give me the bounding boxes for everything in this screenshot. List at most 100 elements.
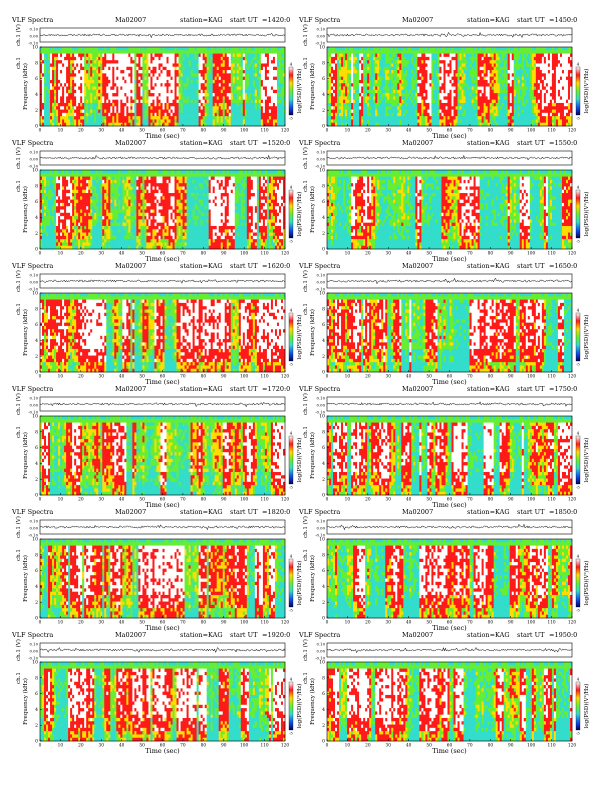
spectrogram-cell bbox=[385, 76, 388, 81]
spectrogram-cell bbox=[138, 76, 141, 81]
spectrogram-cell bbox=[244, 86, 248, 91]
spectrogram-cell bbox=[413, 122, 416, 127]
spectrogram-cell bbox=[80, 70, 83, 74]
spectrogram-cell bbox=[180, 79, 183, 84]
spectrogram-cell bbox=[270, 99, 274, 104]
spectrogram-cell bbox=[224, 89, 228, 94]
spectrogram-cell bbox=[134, 73, 137, 77]
spectrogram-cell bbox=[260, 53, 264, 58]
spectrogram-cell bbox=[172, 76, 175, 81]
spectrogram-cell bbox=[98, 66, 101, 71]
spectrogram-cell bbox=[60, 73, 63, 77]
spectrogram-cell bbox=[86, 73, 89, 77]
spectrogram-cell bbox=[455, 53, 458, 58]
spectrogram-cell bbox=[138, 70, 141, 74]
spectrogram-cell bbox=[439, 99, 442, 104]
spectrogram-cell bbox=[381, 73, 384, 77]
spectrogram-cell bbox=[238, 106, 242, 110]
spectrogram-cell bbox=[381, 89, 384, 94]
spectrogram-cell bbox=[379, 47, 382, 51]
spectrogram-cell bbox=[108, 112, 111, 117]
spectrogram-cell bbox=[152, 109, 155, 114]
spectrogram-cell bbox=[46, 47, 49, 51]
spectrogram-cell bbox=[52, 66, 55, 71]
spectrogram-cell bbox=[242, 66, 246, 71]
spectrogram-cell bbox=[449, 70, 452, 74]
spectrogram-cell bbox=[196, 63, 199, 68]
spectrogram-cell bbox=[361, 99, 364, 104]
spectrogram-cell bbox=[473, 60, 476, 64]
spectrogram-cell bbox=[353, 119, 356, 124]
spectrogram-cell bbox=[481, 122, 484, 127]
spectrogram-cell bbox=[409, 102, 412, 107]
spectrogram-cell bbox=[98, 76, 101, 81]
spectrogram-cell bbox=[351, 70, 354, 74]
spectrogram-cell bbox=[198, 73, 201, 77]
spectrogram-cell bbox=[86, 83, 89, 87]
spectrogram-cell bbox=[158, 60, 161, 64]
spectrogram-cell bbox=[50, 89, 53, 94]
spectrogram-cell bbox=[232, 93, 236, 97]
spectrogram-cell bbox=[262, 47, 266, 51]
spectrogram-cell bbox=[84, 106, 87, 110]
spectrogram-cell bbox=[264, 122, 268, 127]
spectrogram-cell bbox=[367, 76, 370, 81]
spectrogram-cell bbox=[122, 56, 125, 61]
spectrogram-cell bbox=[180, 50, 183, 54]
spectrogram-cell bbox=[40, 47, 43, 51]
spectrogram-cell bbox=[331, 79, 334, 84]
spectrogram-cell bbox=[459, 96, 462, 100]
spectrogram-cell bbox=[457, 102, 460, 107]
spectrogram-cell bbox=[66, 73, 69, 77]
spectrogram-cell bbox=[108, 73, 111, 77]
spectrogram-cell bbox=[108, 70, 111, 74]
spectrogram-cell bbox=[248, 73, 252, 77]
spectrogram-cell bbox=[471, 83, 474, 87]
spectrogram-cell bbox=[218, 112, 222, 117]
spectrogram-cell bbox=[40, 93, 43, 97]
spectrogram-cell bbox=[387, 96, 390, 100]
spectrogram-cell bbox=[419, 70, 422, 74]
spectrogram-cell bbox=[467, 122, 470, 127]
spectrogram-cell bbox=[327, 119, 330, 124]
spectrogram-cell bbox=[381, 79, 384, 84]
spectrogram-cell bbox=[194, 56, 197, 61]
spectrogram-cell bbox=[128, 73, 131, 77]
spectrogram-cell bbox=[349, 63, 352, 68]
spectrogram-cell bbox=[94, 50, 97, 54]
spectrogram-cell bbox=[369, 76, 372, 81]
spectrogram-cell bbox=[327, 109, 330, 114]
spectrogram-cell bbox=[76, 93, 79, 97]
spectrogram-cell bbox=[196, 76, 199, 81]
spectrogram-cell bbox=[160, 79, 163, 84]
spectrogram-cell bbox=[64, 76, 67, 81]
spectrogram-cell bbox=[72, 50, 75, 54]
spectrogram-cell bbox=[124, 70, 127, 74]
spectrogram-cell bbox=[188, 56, 191, 61]
spectrogram-cell bbox=[425, 79, 428, 84]
spectrogram-cell bbox=[471, 122, 474, 127]
spectrogram-cell bbox=[373, 76, 376, 81]
spectrogram-cell bbox=[220, 96, 224, 100]
spectrogram-cell bbox=[449, 56, 452, 61]
spectrogram-cell bbox=[477, 73, 480, 77]
spectrogram-cell bbox=[230, 76, 234, 81]
spectrogram-cell bbox=[467, 89, 470, 94]
spectrogram-cell bbox=[172, 102, 175, 107]
spectrogram-cell bbox=[403, 86, 406, 91]
spectrogram-cell bbox=[52, 83, 55, 87]
spectrogram-cell bbox=[232, 112, 236, 117]
spectrogram-cell bbox=[487, 63, 490, 68]
spectrogram-cell bbox=[473, 79, 476, 84]
spectrogram-cell bbox=[262, 122, 266, 127]
spectrogram-cell bbox=[393, 106, 396, 110]
spectrogram-cell bbox=[180, 102, 183, 107]
spectrogram-cell bbox=[68, 56, 71, 61]
spectrogram-cell bbox=[222, 79, 226, 84]
spectrogram-cell bbox=[184, 119, 187, 124]
spectrogram-cell bbox=[152, 102, 155, 107]
spectrogram-cell bbox=[104, 122, 107, 127]
spectrogram-cell bbox=[208, 70, 211, 74]
spectrogram-cell bbox=[220, 119, 224, 124]
spectrogram-cell bbox=[345, 99, 348, 104]
